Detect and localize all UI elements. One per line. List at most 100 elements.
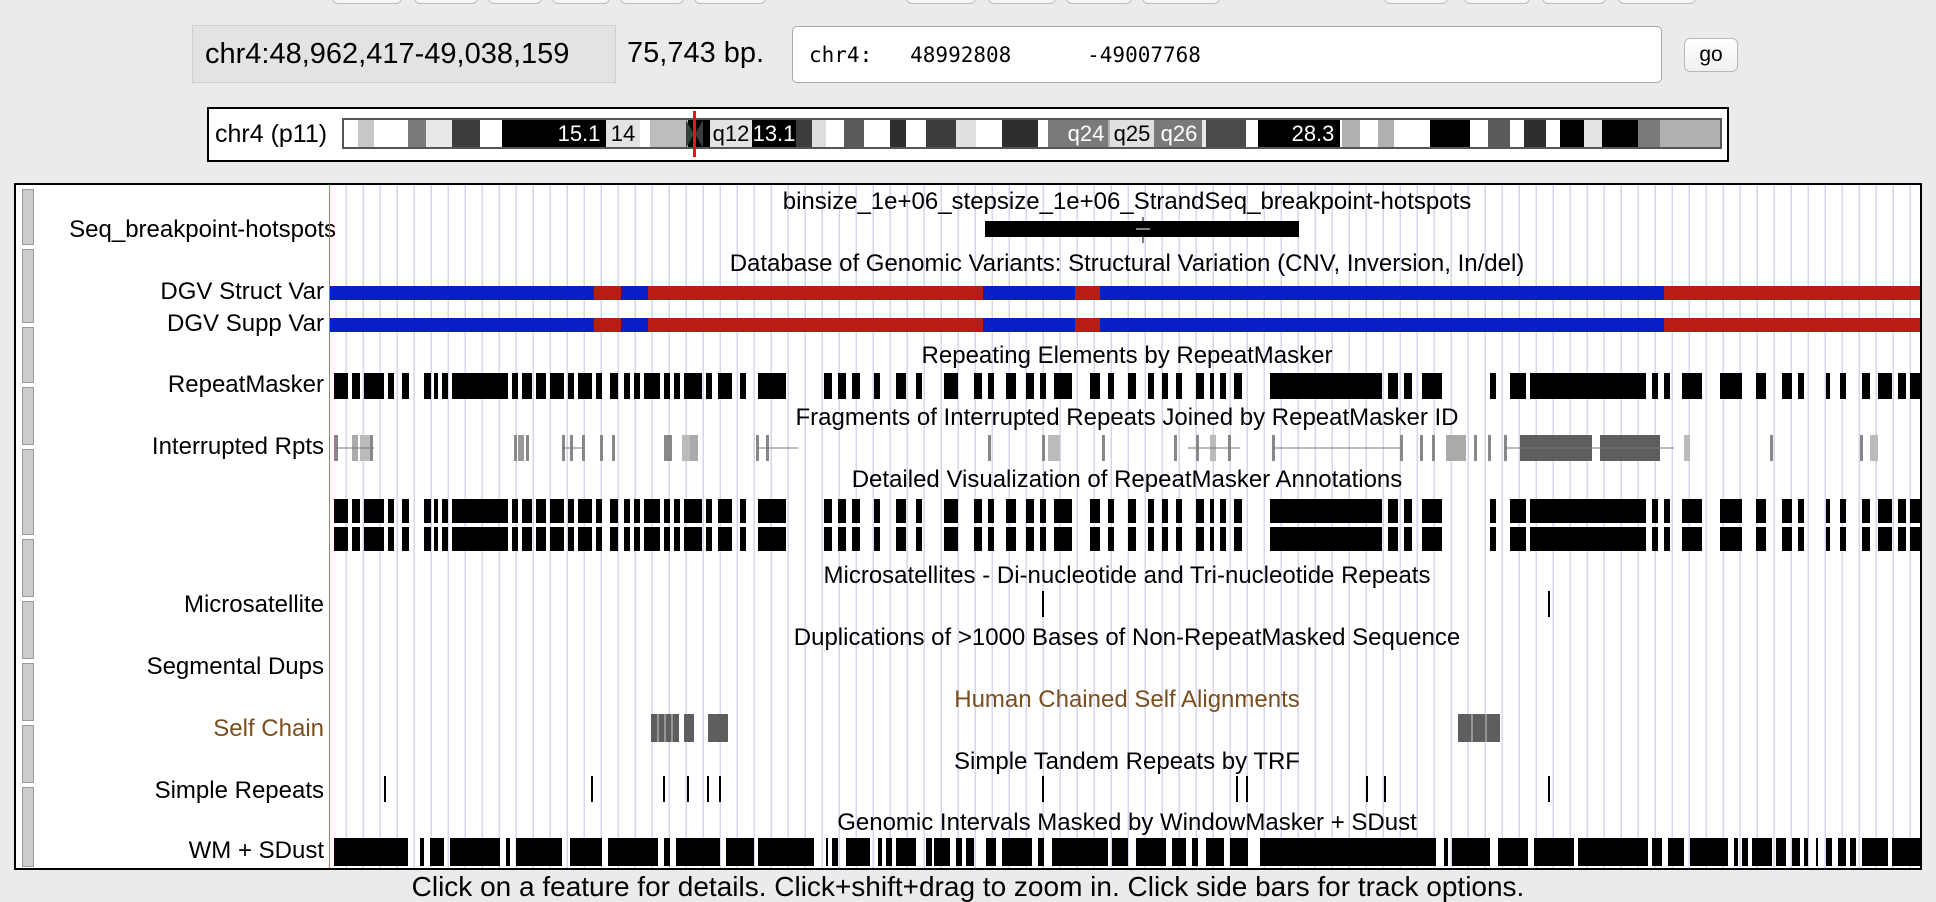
nav-button-3[interactable] — [488, 0, 542, 4]
repeat-feature — [874, 373, 880, 399]
repeat-viz-feature — [1652, 527, 1658, 551]
track-title: binsize_1e+06_stepsize_1e+06_StrandSeq_b… — [782, 188, 1472, 215]
repeat-viz-feature — [1910, 499, 1920, 523]
ideogram-bands[interactable]: 15.1 14 q12 13.1 q24 q25 q26 28.3 — [342, 118, 1722, 149]
repeatmasker-viz-features[interactable] — [330, 495, 1922, 557]
repeat-viz-feature — [536, 527, 546, 551]
track-control-bar[interactable] — [22, 725, 34, 783]
track-label-wm-sdust[interactable]: WM + SDust — [188, 837, 324, 864]
windowmasker-feature — [1260, 838, 1436, 866]
dgv-features[interactable] — [330, 282, 1922, 332]
repeat-viz-feature — [852, 527, 860, 551]
trf-feature — [707, 776, 709, 802]
zoom-button-6[interactable] — [1464, 0, 1530, 4]
track-label-strandseq[interactable]: Seq_breakpoint-hotspots — [69, 216, 336, 243]
track-control-bar[interactable] — [22, 787, 34, 867]
track-control-bar[interactable] — [22, 249, 34, 323]
track-label-segmental-dups[interactable]: Segmental Dups — [146, 653, 324, 680]
track-control-bar[interactable] — [22, 189, 34, 245]
zoom-button-7[interactable] — [1542, 0, 1606, 4]
repeat-viz-feature — [758, 499, 786, 523]
track-control-bar[interactable] — [22, 449, 34, 535]
repeat-viz-feature — [550, 527, 564, 551]
track-label-repeatmasker[interactable]: RepeatMasker — [167, 371, 324, 398]
repeat-feature — [1026, 373, 1034, 399]
self-chain-features[interactable] — [330, 712, 1922, 742]
track-label-self-chain[interactable]: Self Chain — [213, 715, 324, 742]
windowmasker-feature — [1206, 838, 1224, 866]
windowmasker-feature — [1052, 838, 1108, 866]
windowmasker-features[interactable] — [330, 836, 1922, 866]
chromosome-ideogram[interactable]: chr4 (p11) — [207, 107, 1729, 162]
repeat-feature — [1176, 373, 1182, 399]
repeat-viz-feature — [442, 527, 448, 551]
track-control-bar[interactable] — [22, 327, 34, 383]
track-label-simple-repeats[interactable]: Simple Repeats — [154, 777, 324, 804]
nav-button-5[interactable] — [620, 0, 684, 4]
repeat-viz-feature — [664, 527, 670, 551]
windowmasker-feature — [986, 838, 996, 866]
zoom-button-5[interactable] — [1384, 0, 1448, 4]
simple-repeats-features[interactable] — [330, 774, 1922, 804]
repeat-viz-feature — [838, 499, 846, 523]
zoom-button-3[interactable] — [1066, 0, 1132, 4]
repeat-viz-feature — [1054, 499, 1072, 523]
dgv-feature — [983, 318, 1075, 332]
repeatmasker-features[interactable] — [330, 370, 1922, 400]
nav-button-1[interactable] — [332, 0, 402, 4]
repeat-feature — [442, 373, 448, 399]
windowmasker-feature — [1862, 838, 1888, 866]
repeat-viz-feature — [1040, 527, 1046, 551]
repeat-feature — [1652, 373, 1658, 399]
windowmasker-feature — [956, 838, 962, 866]
track-control-bar[interactable] — [22, 601, 34, 659]
repeat-viz-feature — [874, 527, 880, 551]
repeat-viz-feature — [522, 499, 532, 523]
repeat-viz-feature — [1826, 499, 1830, 523]
interrupted-repeat-feature — [526, 435, 529, 461]
windowmasker-feature — [1112, 838, 1128, 866]
track-control-bar[interactable] — [22, 387, 34, 445]
interrupted-repeats-features[interactable] — [330, 432, 1922, 462]
dgv-feature — [983, 286, 1075, 300]
track-label-interrupted-rpts[interactable]: Interrupted Rpts — [151, 433, 324, 460]
go-button[interactable]: go — [1684, 38, 1738, 72]
windowmasker-feature — [826, 838, 828, 866]
windowmasker-feature — [1002, 838, 1032, 866]
track-label-microsatellite[interactable]: Microsatellite — [183, 591, 324, 618]
track-control-bar[interactable] — [22, 539, 34, 597]
windowmasker-feature — [1804, 838, 1808, 866]
zoom-button-4[interactable] — [1142, 0, 1220, 4]
repeat-viz-feature — [1878, 499, 1892, 523]
track-title: Genomic Intervals Masked by WindowMasker… — [837, 809, 1417, 836]
nav-button-6[interactable] — [694, 0, 766, 4]
nav-button-2[interactable] — [414, 0, 478, 4]
zoom-button-1[interactable] — [906, 0, 976, 4]
windowmasker-feature — [1776, 838, 1786, 866]
track-label-dgv-supp[interactable]: DGV Supp Var — [167, 310, 324, 337]
windowmasker-feature — [758, 838, 814, 866]
track-control-bar[interactable] — [22, 663, 34, 721]
repeat-viz-feature — [988, 527, 994, 551]
strandseq-hotspot-features[interactable] — [330, 215, 1922, 245]
interrupted-repeat-feature — [1474, 435, 1477, 461]
position-search-input[interactable] — [792, 26, 1662, 83]
repeat-feature — [1510, 373, 1526, 399]
repeat-feature — [1270, 373, 1382, 399]
nav-button-4[interactable] — [552, 0, 610, 4]
genome-browser-track-panel[interactable]: Seq_breakpoint-hotspots DGV Struct Var D… — [14, 183, 1922, 870]
zoom-button-2[interactable] — [988, 0, 1056, 4]
microsatellite-features[interactable] — [330, 589, 1922, 619]
windowmasker-feature — [846, 838, 870, 866]
repeat-viz-feature — [852, 499, 860, 523]
track-label-dgv-struct[interactable]: DGV Struct Var — [160, 278, 324, 305]
band-label: 13.1 — [752, 120, 796, 147]
windowmasker-feature — [506, 838, 510, 866]
interrupted-repeat-feature — [1432, 435, 1435, 461]
repeat-feature — [1720, 373, 1742, 399]
dgv-feature — [1100, 286, 1664, 300]
zoom-button-8[interactable] — [1618, 0, 1696, 4]
repeat-viz-feature — [624, 499, 630, 523]
repeat-viz-feature — [664, 499, 670, 523]
dgv-feature — [621, 286, 648, 300]
